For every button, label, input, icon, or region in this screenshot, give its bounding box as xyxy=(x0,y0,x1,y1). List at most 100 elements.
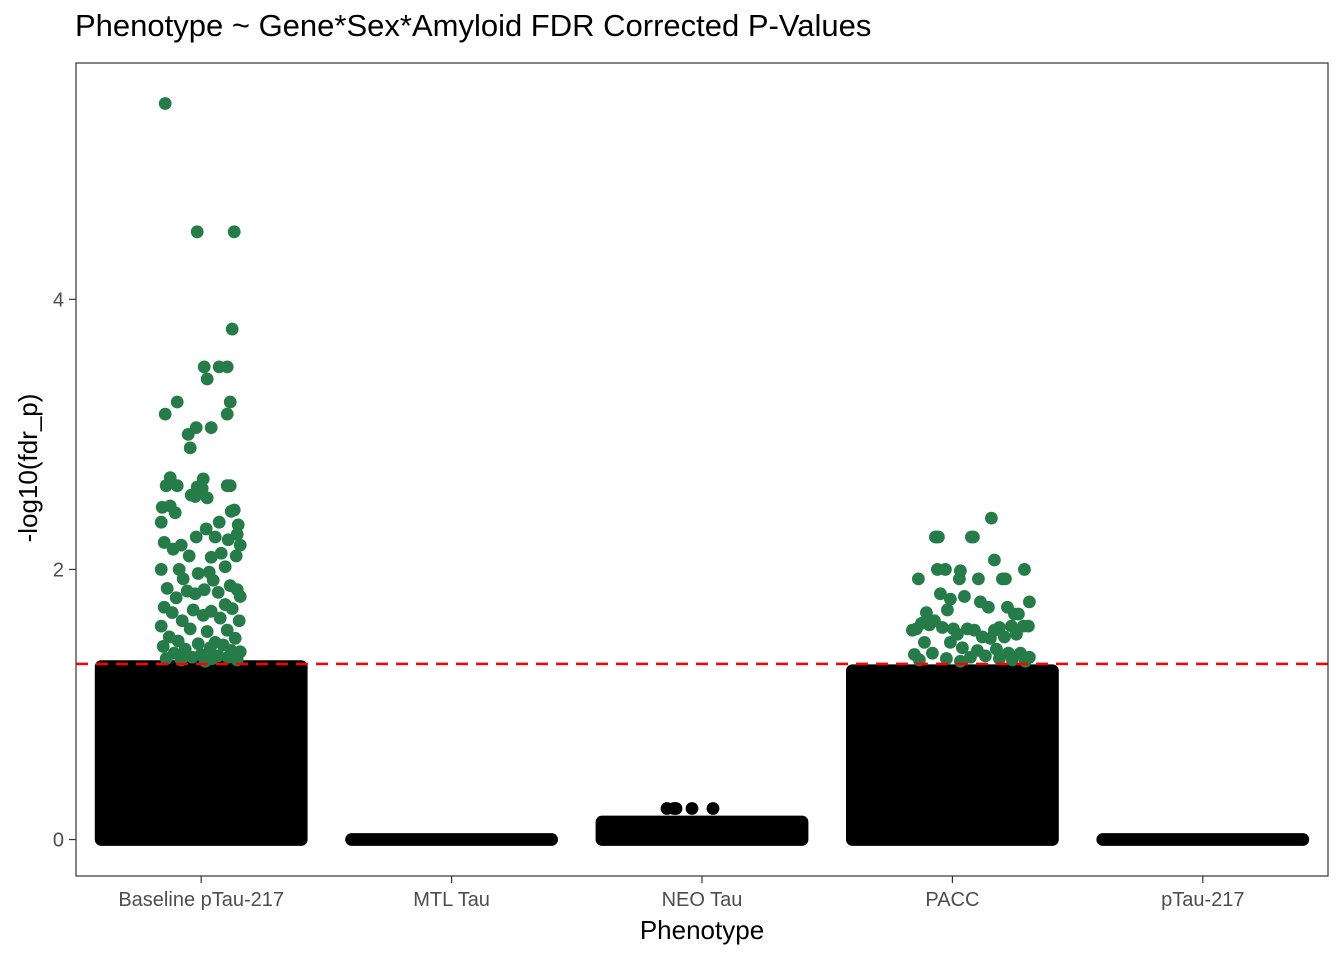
nonsig-point xyxy=(865,706,878,720)
nonsig-point xyxy=(1041,665,1054,679)
significant-point xyxy=(1012,607,1025,621)
significant-point xyxy=(208,530,222,544)
significant-point xyxy=(934,587,947,601)
nonsig-point xyxy=(213,700,226,714)
significant-point xyxy=(979,649,992,663)
nonsig-point xyxy=(960,669,973,683)
significant-point xyxy=(183,622,197,636)
nonsig-point xyxy=(985,693,999,707)
significant-point xyxy=(169,591,183,605)
x-tick-label: Baseline pTau-217 xyxy=(118,889,284,911)
significant-point xyxy=(225,322,239,336)
x-tick-label: PACC xyxy=(925,889,979,911)
significant-point xyxy=(920,606,933,620)
significant-point xyxy=(190,225,204,239)
nonsig-point xyxy=(158,692,172,706)
significant-point xyxy=(160,581,174,595)
significant-point xyxy=(964,650,977,664)
y-axis: 0 2 4 xyxy=(53,289,76,852)
significant-point xyxy=(203,641,217,655)
nonsig-point xyxy=(858,679,872,693)
significant-point xyxy=(157,536,171,549)
nonsig-point xyxy=(851,695,864,709)
nonsig-point xyxy=(96,675,110,689)
nonsig-point xyxy=(986,673,1000,687)
significant-point xyxy=(204,550,218,564)
significant-point xyxy=(191,567,205,580)
significant-point xyxy=(197,360,211,374)
nonsig-point xyxy=(278,701,292,715)
nonsig-point xyxy=(945,694,959,708)
significant-point xyxy=(984,631,997,645)
significant-point xyxy=(958,590,971,603)
significant-point xyxy=(228,631,242,645)
significant-point xyxy=(218,560,232,574)
significant-point xyxy=(939,563,952,576)
nonsig-point xyxy=(1028,699,1041,713)
significant-point xyxy=(154,515,168,529)
nonsig-point xyxy=(117,682,130,696)
significant-point xyxy=(967,530,980,544)
nonsig-point xyxy=(917,682,930,695)
significant-point xyxy=(170,479,184,493)
nonsig-point xyxy=(999,674,1012,688)
significant-point xyxy=(936,621,949,634)
nonsig-point xyxy=(1023,677,1036,690)
nonsig-point xyxy=(145,685,159,699)
nonsig-point xyxy=(971,707,984,720)
x-tick-label: pTau-217 xyxy=(1161,889,1244,911)
nonsig-point xyxy=(112,704,125,718)
significant-point xyxy=(988,553,1001,567)
nonsig-point xyxy=(929,682,942,695)
significant-point xyxy=(170,395,184,409)
significant-point xyxy=(982,600,995,614)
significant-point xyxy=(233,538,247,552)
significant-point xyxy=(154,563,168,576)
significant-point xyxy=(998,630,1011,644)
significant-point xyxy=(200,491,214,505)
significant-point xyxy=(198,654,212,668)
significant-point xyxy=(918,635,931,649)
significant-point xyxy=(956,641,969,655)
significant-point xyxy=(954,564,967,578)
significant-point xyxy=(165,606,179,620)
significant-point xyxy=(211,585,225,599)
significant-point xyxy=(1023,595,1036,609)
nonsig-point xyxy=(253,707,267,721)
significant-point xyxy=(227,225,241,239)
nonsig-point xyxy=(178,670,192,684)
significant-point xyxy=(191,637,205,651)
significant-point xyxy=(223,479,237,493)
nonsig-point xyxy=(225,703,239,717)
points-layer xyxy=(94,97,1310,846)
nonsig-point xyxy=(185,698,199,712)
significant-point xyxy=(158,407,172,421)
significant-point xyxy=(212,515,226,529)
x-tick-label: MTL Tau xyxy=(413,889,490,911)
nonsig-point xyxy=(914,664,928,678)
significant-point xyxy=(1006,653,1019,667)
significant-point xyxy=(204,421,218,435)
significant-point xyxy=(181,427,195,441)
significant-point xyxy=(1019,654,1032,668)
nonsig-point xyxy=(276,689,289,702)
nonsig-point xyxy=(236,699,250,713)
significant-point xyxy=(231,518,245,532)
nonsig-point xyxy=(1011,703,1025,717)
significant-point xyxy=(221,533,235,547)
significant-point xyxy=(168,506,182,520)
nonsig-point xyxy=(245,670,259,684)
significant-point xyxy=(941,603,954,617)
nonsig-point xyxy=(126,675,140,689)
significant-point xyxy=(220,360,234,374)
significant-point xyxy=(175,614,189,628)
nonsig-point xyxy=(1039,697,1053,711)
nonsig-point xyxy=(669,802,683,815)
nonsig-point xyxy=(903,689,917,702)
nonsig-point xyxy=(208,670,222,684)
significant-point xyxy=(196,608,210,622)
y-axis-title: -log10(fdr_p) xyxy=(13,394,43,543)
nonsig-point xyxy=(871,687,885,701)
significant-point xyxy=(944,635,957,649)
